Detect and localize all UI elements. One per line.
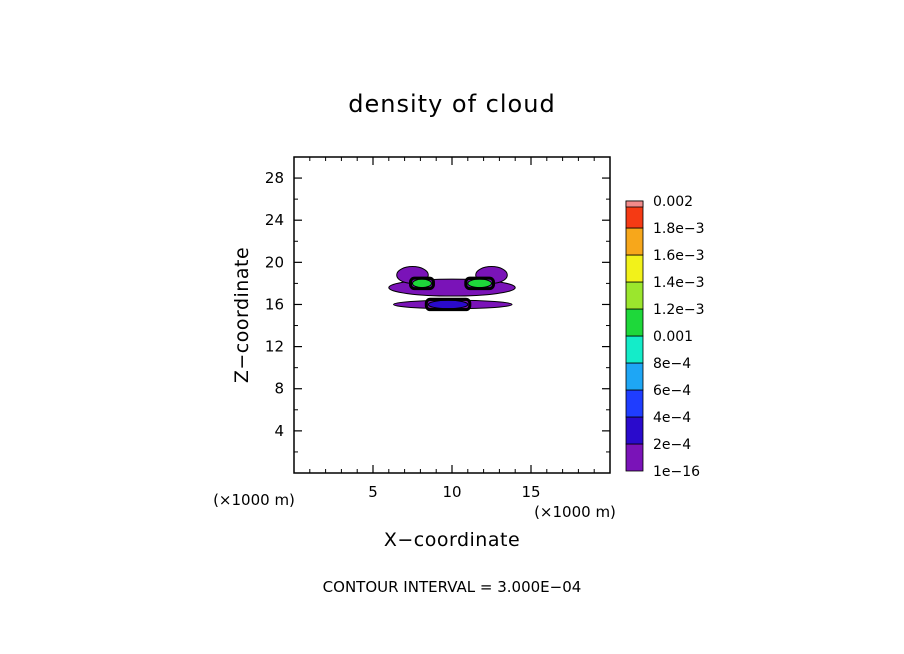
x-tick-label-2: 15: [521, 483, 540, 501]
contour-left-core: [412, 278, 432, 289]
colorbar-label-3: 6e−4: [653, 383, 691, 399]
colorbar-label-4: 8e−4: [653, 356, 691, 372]
colorbar-swatch-top: [625, 200, 644, 208]
colorbar-label-6: 1.2e−3: [653, 302, 705, 318]
x-tick-label-1: 10: [442, 483, 461, 501]
colorbar-swatch-6: [625, 281, 644, 310]
colorbar-swatch-2: [625, 389, 644, 418]
colorbar-swatch-7: [625, 254, 644, 283]
colorbar-label-5: 0.001: [653, 329, 693, 345]
core-outline-right-core: [464, 276, 495, 291]
colorbar-swatch-8: [625, 227, 644, 256]
y-tick-label-3: 16: [265, 295, 284, 313]
colorbar-label-9: 1.8e−3: [653, 221, 705, 237]
y-unit-label: (×1000 m): [213, 491, 295, 509]
contour-lower-core: [427, 299, 469, 310]
plot-frame: [293, 156, 611, 474]
colorbar-label-1: 2e−4: [653, 437, 691, 453]
colorbar: 1e−16 2e−4 4e−4 6e−4 8e−4 0.001 1.2e−3 1.4e−3 1.…: [625, 194, 705, 480]
colorbar-label-10: 0.002: [653, 194, 693, 210]
colorbar-swatch-0: [625, 443, 644, 472]
x-axis-label: X−coordinate: [384, 529, 520, 551]
colorbar-swatch-4: [625, 335, 644, 364]
plot-area: [388, 266, 516, 312]
contour-right-core: [467, 278, 492, 289]
y-tick-label-2: 12: [265, 338, 284, 356]
axis-ticks: 5 10 15 4 8 12 16 20 24 28: [265, 157, 610, 501]
colorbar-swatch-3: [625, 362, 644, 391]
y-tick-label-0: 4: [274, 422, 284, 440]
x-tick-label-0: 5: [368, 483, 378, 501]
y-tick-label-4: 20: [265, 253, 284, 271]
colorbar-swatch-5: [625, 308, 644, 337]
core-outline-left-core: [409, 276, 435, 291]
y-axis-label: Z−coordinate: [231, 247, 253, 383]
colorbar-swatch-1: [625, 416, 644, 445]
x-unit-label: (×1000 m): [534, 503, 616, 521]
y-tick-label-5: 24: [265, 211, 284, 229]
colorbar-label-7: 1.4e−3: [653, 275, 705, 291]
colorbar-label-2: 4e−4: [653, 410, 691, 426]
y-tick-label-6: 28: [265, 169, 284, 187]
colorbar-label-0: 1e−16: [653, 464, 700, 480]
colorbar-label-8: 1.6e−3: [653, 248, 705, 264]
chart-title: density of cloud: [348, 90, 555, 118]
contour-interval-note: CONTOUR INTERVAL = 3.000E−04: [323, 578, 582, 596]
y-tick-label-1: 8: [274, 380, 284, 398]
core-outline-lower-core: [424, 297, 472, 312]
